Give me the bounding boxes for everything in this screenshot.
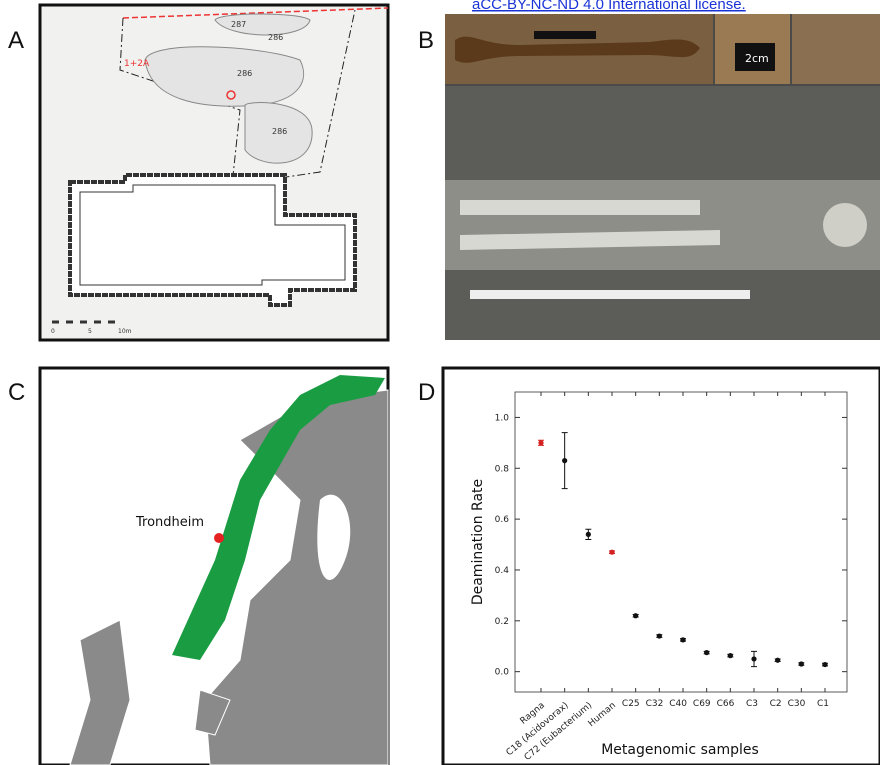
- point: [657, 633, 662, 638]
- panel-label: B: [418, 27, 434, 54]
- panel-label: D: [418, 379, 435, 406]
- x-tick-label: C3: [746, 699, 758, 709]
- y-tick-label: 1.0: [495, 413, 510, 423]
- plan-label: 286: [272, 127, 287, 136]
- y-tick-label: 0.8: [495, 464, 510, 474]
- x-tick-label: C25: [622, 699, 640, 709]
- site-plan: [40, 5, 388, 340]
- panel-label: C: [8, 379, 25, 406]
- point: [799, 661, 804, 666]
- y-tick-label: 0.2: [495, 617, 509, 627]
- scale-label: 0: [51, 328, 55, 335]
- point: [586, 532, 591, 537]
- scale-label: 10m: [118, 328, 132, 335]
- x-axis-label: Metagenomic samples: [601, 742, 759, 758]
- x-tick-label: C66: [717, 699, 735, 709]
- place-label: Trondheim: [135, 515, 204, 530]
- point: [751, 656, 756, 661]
- y-tick-label: 0.6: [495, 515, 510, 525]
- scale-label: 5: [88, 328, 92, 335]
- y-tick-label: 0.4: [495, 566, 510, 576]
- panel-label: A: [8, 27, 24, 54]
- point: [728, 653, 733, 658]
- point: [633, 613, 638, 618]
- map: [40, 368, 388, 765]
- point: [704, 650, 709, 655]
- excavation-photo: [445, 14, 880, 340]
- point: [775, 658, 780, 663]
- plan-label: 287: [231, 20, 246, 29]
- plan-label: 286: [237, 69, 252, 78]
- point: [538, 440, 543, 445]
- y-tick-label: 0.0: [495, 668, 510, 678]
- scale-label: 2cm: [745, 52, 769, 65]
- point: [822, 662, 827, 667]
- plan-label: 286: [268, 33, 283, 42]
- figure: aCC-BY-NC-ND 4.0 International license. …: [0, 0, 880, 765]
- point: [680, 637, 685, 642]
- x-tick-label: C30: [788, 699, 806, 709]
- x-tick-label: C32: [646, 699, 664, 709]
- y-axis-label: Deamination Rate: [470, 479, 486, 605]
- x-tick-label: C40: [669, 699, 687, 709]
- point: [609, 550, 614, 555]
- x-tick-label: C2: [770, 699, 782, 709]
- plan-label: 1+2A: [124, 59, 150, 69]
- point: [562, 458, 567, 463]
- x-tick-label: C69: [693, 699, 711, 709]
- x-tick-label: C1: [817, 699, 829, 709]
- license-link[interactable]: aCC-BY-NC-ND 4.0 International license.: [472, 0, 746, 13]
